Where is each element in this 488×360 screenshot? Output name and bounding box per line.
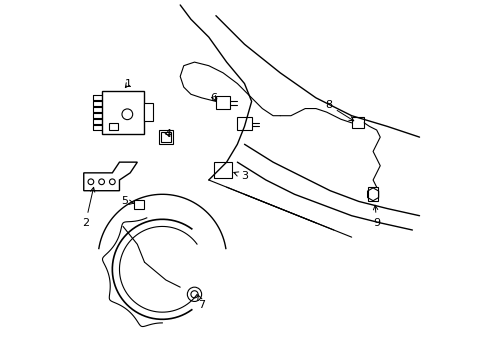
Text: 7: 7	[197, 294, 205, 310]
Text: 9: 9	[372, 205, 380, 228]
Text: 2: 2	[82, 187, 95, 228]
Text: 6: 6	[210, 93, 217, 103]
FancyBboxPatch shape	[214, 162, 231, 178]
Bar	[108, 123, 118, 130]
Bar	[367, 187, 378, 202]
Bar	[216, 96, 230, 109]
Bar	[351, 117, 364, 128]
Bar	[102, 91, 144, 134]
Text: 5: 5	[121, 197, 134, 206]
Text: 1: 1	[124, 78, 132, 89]
Bar	[159, 130, 173, 144]
Text: 3: 3	[233, 171, 247, 181]
Bar	[160, 132, 171, 143]
Text: 4: 4	[164, 129, 171, 139]
Text: 8: 8	[324, 100, 353, 121]
Bar	[237, 117, 251, 130]
Bar	[144, 103, 153, 121]
Bar	[134, 200, 144, 208]
